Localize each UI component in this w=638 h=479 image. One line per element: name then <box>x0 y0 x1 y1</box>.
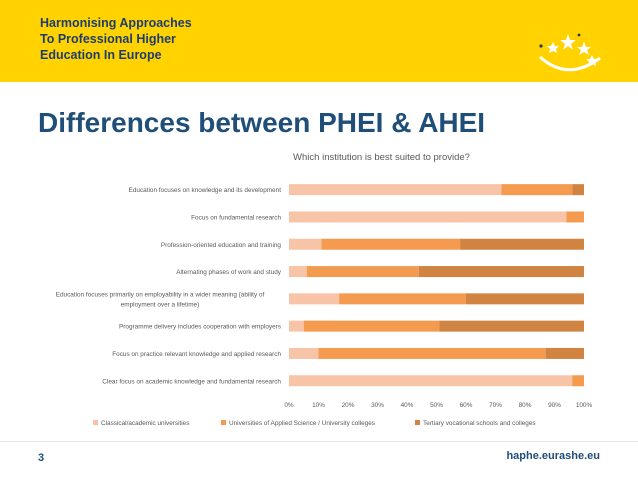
category-label: Focus on fundamental research <box>191 214 281 221</box>
bar-segment <box>289 375 573 387</box>
category-label: Education focuses on knowledge and its d… <box>129 187 282 194</box>
category-label: Profession-oriented education and traini… <box>161 242 282 249</box>
bar-segment <box>306 266 419 278</box>
logo-line-1: Harmonising Approaches <box>40 16 192 30</box>
bar-segment <box>321 238 461 250</box>
bar-segment <box>318 347 546 359</box>
bar-segment <box>339 293 466 305</box>
bar-segment <box>460 238 584 250</box>
bar-segment <box>289 347 319 359</box>
x-tick-label: 60% <box>460 402 473 409</box>
legend-swatch <box>93 420 98 425</box>
x-tick-label: 20% <box>342 402 355 409</box>
footer-divider <box>0 441 638 442</box>
bar-segment <box>572 375 584 387</box>
bar-segment <box>545 347 584 359</box>
x-tick-label: 50% <box>430 402 443 409</box>
slide-number: 3 <box>38 452 45 464</box>
bar-segment <box>566 211 584 223</box>
bar-segment <box>289 293 340 305</box>
bar-segment <box>289 266 307 278</box>
eu-stars-smile-icon <box>539 33 601 72</box>
slide-title: Differences between PHEI & AHEI <box>38 107 486 138</box>
bar-segment <box>501 184 573 196</box>
bar-segment <box>289 184 502 196</box>
logo-line-3: Education In Europe <box>40 48 162 62</box>
bar-segment <box>303 320 440 332</box>
legend-label: Tertiary vocational schools and colleges <box>423 420 536 427</box>
category-label: Alternating phases of work and study <box>176 269 282 276</box>
x-tick-label: 10% <box>312 402 325 409</box>
x-tick-label: 30% <box>371 402 384 409</box>
bar-segment <box>439 320 584 332</box>
legend-swatch <box>415 420 420 425</box>
x-tick-label: 70% <box>489 402 502 409</box>
category-label: Programme delivery includes cooperation … <box>119 324 281 331</box>
x-tick-label: 40% <box>401 402 414 409</box>
x-tick-label: 80% <box>519 402 532 409</box>
category-label: employment over a lifetime) <box>121 301 200 308</box>
category-label: Education focuses primarily on employabi… <box>56 291 265 298</box>
bar-segment <box>418 266 584 278</box>
chart-title: Which institution is best suited to prov… <box>293 152 470 163</box>
bar-segment <box>289 238 322 250</box>
x-tick-label: 0% <box>284 402 294 409</box>
bar-segment <box>289 211 567 223</box>
website-link[interactable]: haphe.eurashe.eu <box>506 450 600 462</box>
bar-segment <box>572 184 584 196</box>
logo-line-2: To Professional Higher <box>40 32 176 46</box>
legend-swatch <box>221 420 226 425</box>
category-label: Focus on practice relevant knowledge and… <box>112 351 281 358</box>
category-label: Clear focus on academic knowledge and fu… <box>102 378 281 385</box>
bar-segment <box>466 293 584 305</box>
header-bar <box>0 0 638 82</box>
legend-label: Classical/academic universities <box>101 420 189 427</box>
x-tick-label: 100% <box>576 402 593 409</box>
x-tick-label: 90% <box>548 402 561 409</box>
bar-segment <box>289 320 304 332</box>
legend-label: Universities of Applied Science / Univer… <box>229 420 375 427</box>
